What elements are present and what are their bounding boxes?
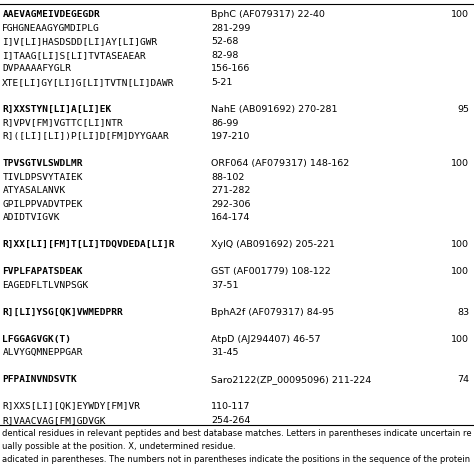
Text: R]VAACVAG[FM]GDVGK: R]VAACVAG[FM]GDVGK (2, 416, 106, 425)
Text: 281-299: 281-299 (211, 24, 250, 33)
Text: ORF064 (AF079317) 148-162: ORF064 (AF079317) 148-162 (211, 159, 349, 168)
Text: R][LI]YSG[QK]VWMEDPRR: R][LI]YSG[QK]VWMEDPRR (2, 308, 123, 317)
Text: adicated in parentheses. The numbers not in parentheses indicate the positions i: adicated in parentheses. The numbers not… (2, 456, 471, 465)
Text: XylQ (AB091692) 205-221: XylQ (AB091692) 205-221 (211, 240, 335, 249)
Text: 100: 100 (451, 267, 469, 276)
Text: AAEVAGMEIVDEGEGDR: AAEVAGMEIVDEGEGDR (2, 10, 100, 19)
Text: R]([LI][LI])P[LI]D[FM]DYYGAAR: R]([LI][LI])P[LI]D[FM]DYYGAAR (2, 132, 169, 141)
Text: TIVLDPSVYTAIEK: TIVLDPSVYTAIEK (2, 173, 83, 182)
Text: 254-264: 254-264 (211, 416, 250, 425)
Text: ALVYGQMNEPPGAR: ALVYGQMNEPPGAR (2, 348, 83, 357)
Text: 74: 74 (457, 375, 469, 384)
Text: R]VPV[FM]VGTTC[LI]NTR: R]VPV[FM]VGTTC[LI]NTR (2, 118, 123, 128)
Text: PFPAINVNDSVTK: PFPAINVNDSVTK (2, 375, 77, 384)
Text: 37-51: 37-51 (211, 281, 238, 290)
Text: ADIDTVIGVK: ADIDTVIGVK (2, 213, 60, 222)
Text: 88-102: 88-102 (211, 173, 244, 182)
Text: dentical residues in relevant peptides and best database matches. Letters in par: dentical residues in relevant peptides a… (2, 429, 472, 438)
Text: ually possible at the position. X, undetermined residue.: ually possible at the position. X, undet… (2, 442, 236, 451)
Text: 83: 83 (457, 308, 469, 317)
Text: ATYASALANVK: ATYASALANVK (2, 186, 65, 195)
Text: EAGEDFLTLVNPSGK: EAGEDFLTLVNPSGK (2, 281, 89, 290)
Text: 164-174: 164-174 (211, 213, 250, 222)
Text: 82-98: 82-98 (211, 51, 238, 60)
Text: I]V[LI]HASDSDD[LI]AY[LI]GWR: I]V[LI]HASDSDD[LI]AY[LI]GWR (2, 37, 158, 46)
Text: 100: 100 (451, 159, 469, 168)
Text: GST (AF001779) 108-122: GST (AF001779) 108-122 (211, 267, 331, 276)
Text: LFGGAGVGK(T): LFGGAGVGK(T) (2, 335, 72, 344)
Text: 100: 100 (451, 10, 469, 19)
Text: 197-210: 197-210 (211, 132, 250, 141)
Text: 95: 95 (457, 105, 469, 114)
Text: XTE[LI]GY[LI]G[LI]TVTN[LI]DAWR: XTE[LI]GY[LI]G[LI]TVTN[LI]DAWR (2, 78, 175, 87)
Text: I]TAAG[LI]S[LI]TVTASEAEAR: I]TAAG[LI]S[LI]TVTASEAEAR (2, 51, 146, 60)
Text: 5-21: 5-21 (211, 78, 232, 87)
Text: 100: 100 (451, 335, 469, 344)
Text: 292-306: 292-306 (211, 200, 250, 209)
Text: 52-68: 52-68 (211, 37, 238, 46)
Text: 31-45: 31-45 (211, 348, 238, 357)
Text: FGHGNEAAGYGMDIPLG: FGHGNEAAGYGMDIPLG (2, 24, 100, 33)
Text: TPVSGTVLSWDLMR: TPVSGTVLSWDLMR (2, 159, 83, 168)
Text: DVPAAAAFYGLR: DVPAAAAFYGLR (2, 64, 72, 73)
Text: Saro2122(ZP_00095096) 211-224: Saro2122(ZP_00095096) 211-224 (211, 375, 371, 384)
Text: R]XXSTYN[LI]A[LI]EK: R]XXSTYN[LI]A[LI]EK (2, 105, 111, 114)
Text: R]XXS[LI][QK]EYWDY[FM]VR: R]XXS[LI][QK]EYWDY[FM]VR (2, 402, 140, 411)
Text: GPILPPVADVTPEK: GPILPPVADVTPEK (2, 200, 83, 209)
Text: FVPLFAPATSDEAK: FVPLFAPATSDEAK (2, 267, 83, 276)
Text: NahE (AB091692) 270-281: NahE (AB091692) 270-281 (211, 105, 337, 114)
Text: 271-282: 271-282 (211, 186, 250, 195)
Text: BphC (AF079317) 22-40: BphC (AF079317) 22-40 (211, 10, 325, 19)
Text: 100: 100 (451, 240, 469, 249)
Text: R]XX[LI][FM]T[LI]TDQVDEDA[LI]R: R]XX[LI][FM]T[LI]TDQVDEDA[LI]R (2, 240, 175, 249)
Text: 86-99: 86-99 (211, 118, 238, 128)
Text: 156-166: 156-166 (211, 64, 250, 73)
Text: 110-117: 110-117 (211, 402, 250, 411)
Text: AtpD (AJ294407) 46-57: AtpD (AJ294407) 46-57 (211, 335, 320, 344)
Text: BphA2f (AF079317) 84-95: BphA2f (AF079317) 84-95 (211, 308, 334, 317)
